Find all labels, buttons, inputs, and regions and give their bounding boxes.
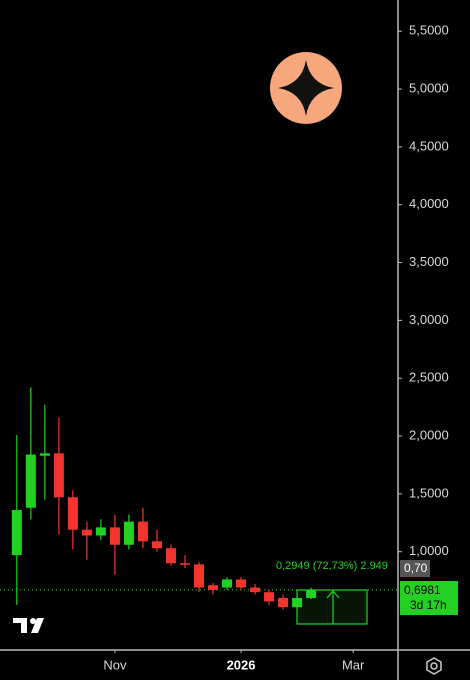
- candle-body: [11, 510, 22, 556]
- price-tag: 0,6981: [404, 583, 441, 597]
- candle-body: [67, 497, 78, 530]
- candle-body: [109, 527, 120, 545]
- y-tick-label: 4,0000: [409, 196, 449, 211]
- y-tick-label: 1,0000: [409, 543, 449, 558]
- candle-body: [81, 529, 92, 536]
- price-tag-box: [400, 581, 458, 615]
- price-tag-box: [400, 560, 430, 577]
- candle-body: [208, 585, 219, 590]
- candle-body: [250, 587, 261, 593]
- measure-annotation: 0,2949 (72,73%) 2.949: [276, 560, 388, 572]
- x-tick-label: Mar: [342, 657, 365, 672]
- candle-body: [194, 564, 204, 588]
- candle-body: [95, 527, 106, 536]
- candle-body: [222, 579, 233, 588]
- candle-body: [151, 541, 162, 549]
- settings-icon[interactable]: [426, 657, 442, 675]
- x-tick-label: 2026: [227, 657, 256, 672]
- tradingview-logo: [13, 618, 44, 633]
- y-tick-label: 3,5000: [409, 254, 449, 269]
- y-tick-label: 5,0000: [409, 80, 449, 95]
- y-tick-label: 1,5000: [409, 485, 449, 500]
- candle-body: [278, 597, 289, 608]
- candle-body: [25, 454, 36, 508]
- candle-body: [236, 579, 247, 588]
- y-tick-label: 2,5000: [409, 370, 449, 385]
- countdown: 3d 17h: [410, 598, 447, 612]
- candle-body: [179, 563, 190, 565]
- price-tag: 0,70: [404, 561, 428, 575]
- candle-body: [123, 521, 134, 545]
- y-tick-label: 5,5000: [409, 23, 449, 38]
- y-tick-label: 2,0000: [409, 427, 449, 442]
- logo: [270, 52, 342, 124]
- candle-body: [306, 589, 317, 598]
- candle-body: [264, 592, 275, 602]
- y-tick-label: 4,5000: [409, 138, 449, 153]
- x-tick-label: Nov: [103, 657, 127, 672]
- candle-body: [53, 453, 64, 498]
- y-tick-label: 3,0000: [409, 312, 449, 327]
- candle-body: [137, 521, 148, 542]
- candle-body: [292, 597, 303, 608]
- candle-body: [165, 548, 176, 564]
- candle-body: [39, 453, 50, 456]
